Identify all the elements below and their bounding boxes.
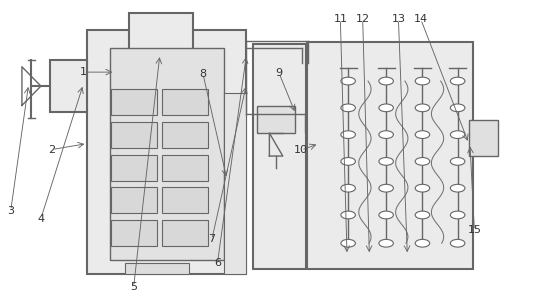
Circle shape bbox=[341, 211, 356, 219]
Bar bbox=[224, 93, 246, 274]
Bar bbox=[111, 89, 157, 115]
Bar bbox=[307, 42, 473, 269]
Circle shape bbox=[415, 158, 430, 165]
Circle shape bbox=[415, 104, 430, 112]
Circle shape bbox=[450, 104, 465, 112]
Text: 5: 5 bbox=[130, 282, 137, 292]
Circle shape bbox=[341, 158, 356, 165]
Text: 13: 13 bbox=[391, 14, 405, 24]
Bar bbox=[253, 44, 306, 269]
Bar bbox=[111, 155, 157, 181]
Circle shape bbox=[450, 184, 465, 192]
Circle shape bbox=[450, 131, 465, 138]
Bar bbox=[50, 60, 87, 112]
Circle shape bbox=[379, 184, 393, 192]
Text: 6: 6 bbox=[214, 258, 221, 268]
Circle shape bbox=[450, 239, 465, 247]
Bar bbox=[162, 220, 208, 246]
Text: 12: 12 bbox=[356, 14, 370, 24]
Bar bbox=[110, 48, 224, 260]
Bar bbox=[111, 187, 157, 213]
Bar bbox=[111, 220, 157, 246]
Circle shape bbox=[379, 131, 393, 138]
Text: 10: 10 bbox=[294, 145, 308, 155]
Text: 7: 7 bbox=[208, 234, 216, 244]
Bar bbox=[162, 187, 208, 213]
Bar bbox=[469, 120, 498, 156]
Circle shape bbox=[341, 239, 356, 247]
Text: 1: 1 bbox=[80, 67, 87, 77]
Circle shape bbox=[415, 239, 430, 247]
Circle shape bbox=[415, 131, 430, 138]
Bar bbox=[162, 122, 208, 148]
Text: 3: 3 bbox=[7, 205, 14, 216]
Circle shape bbox=[379, 239, 393, 247]
Circle shape bbox=[341, 77, 356, 85]
Circle shape bbox=[415, 77, 430, 85]
Bar bbox=[111, 122, 157, 148]
Circle shape bbox=[379, 211, 393, 219]
Text: 9: 9 bbox=[276, 68, 282, 78]
Bar bbox=[162, 155, 208, 181]
Circle shape bbox=[450, 77, 465, 85]
Text: 11: 11 bbox=[333, 14, 347, 24]
Text: 15: 15 bbox=[468, 225, 482, 235]
Bar bbox=[87, 30, 246, 274]
Circle shape bbox=[341, 184, 356, 192]
Circle shape bbox=[379, 158, 393, 165]
Circle shape bbox=[341, 104, 356, 112]
Circle shape bbox=[379, 104, 393, 112]
Circle shape bbox=[450, 158, 465, 165]
Text: 14: 14 bbox=[414, 14, 428, 24]
Circle shape bbox=[379, 77, 393, 85]
Circle shape bbox=[415, 184, 430, 192]
Circle shape bbox=[341, 131, 356, 138]
Text: 2: 2 bbox=[49, 144, 55, 155]
Text: 8: 8 bbox=[199, 68, 207, 79]
Circle shape bbox=[450, 211, 465, 219]
Bar bbox=[162, 89, 208, 115]
Text: 4: 4 bbox=[38, 213, 44, 224]
Bar bbox=[129, 13, 193, 54]
Bar bbox=[125, 263, 189, 274]
Bar bbox=[256, 106, 295, 133]
Circle shape bbox=[415, 211, 430, 219]
